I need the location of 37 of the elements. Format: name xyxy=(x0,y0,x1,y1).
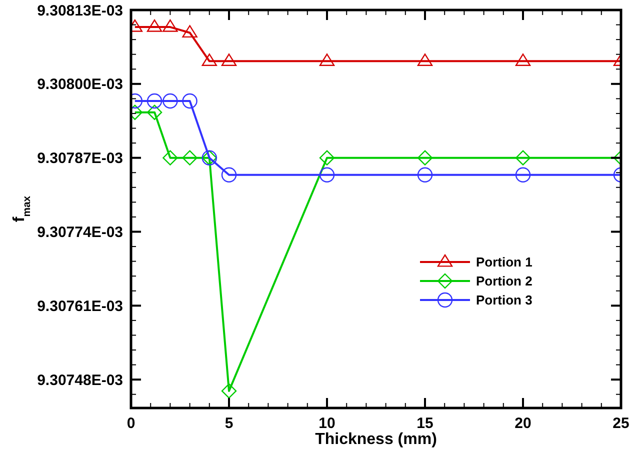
legend-label: Portion 2 xyxy=(476,274,532,289)
point xyxy=(417,167,433,182)
point xyxy=(515,54,531,66)
x-axis-title: Thickness (mm) xyxy=(315,431,437,448)
x-tick-label: 15 xyxy=(416,415,434,432)
point xyxy=(162,93,178,109)
point xyxy=(146,104,162,120)
point xyxy=(146,93,162,109)
y-tick-label: 9.30748E-03 xyxy=(37,372,123,389)
legend-label: Portion 3 xyxy=(476,292,532,308)
y-tick-label: 9.30800E-03 xyxy=(37,76,123,94)
point xyxy=(202,54,217,66)
point xyxy=(162,150,178,166)
point xyxy=(162,19,178,32)
y-tick-label: 9.30761E-03 xyxy=(37,298,123,315)
point xyxy=(319,150,335,166)
x-tick-label: 5 xyxy=(224,415,234,432)
y-tick-label: 9.30813E-03 xyxy=(37,2,123,20)
legend-label: Portion 1 xyxy=(476,254,532,270)
point xyxy=(182,150,198,166)
point xyxy=(221,54,237,66)
point xyxy=(221,167,237,182)
x-tick-label: 25 xyxy=(612,415,630,432)
x-tick-label: 10 xyxy=(318,415,336,432)
y-tick-label: 9.30774E-03 xyxy=(37,224,123,241)
point xyxy=(182,93,198,109)
point xyxy=(417,150,433,166)
point xyxy=(146,19,162,32)
point xyxy=(319,167,335,182)
point xyxy=(182,25,198,38)
point xyxy=(515,167,531,182)
point xyxy=(319,54,335,66)
point xyxy=(515,150,531,166)
point xyxy=(417,54,433,66)
x-tick-label: 20 xyxy=(514,415,532,432)
y-tick-label: 9.30787E-03 xyxy=(37,150,123,168)
x-tick-label: 0 xyxy=(126,415,136,432)
